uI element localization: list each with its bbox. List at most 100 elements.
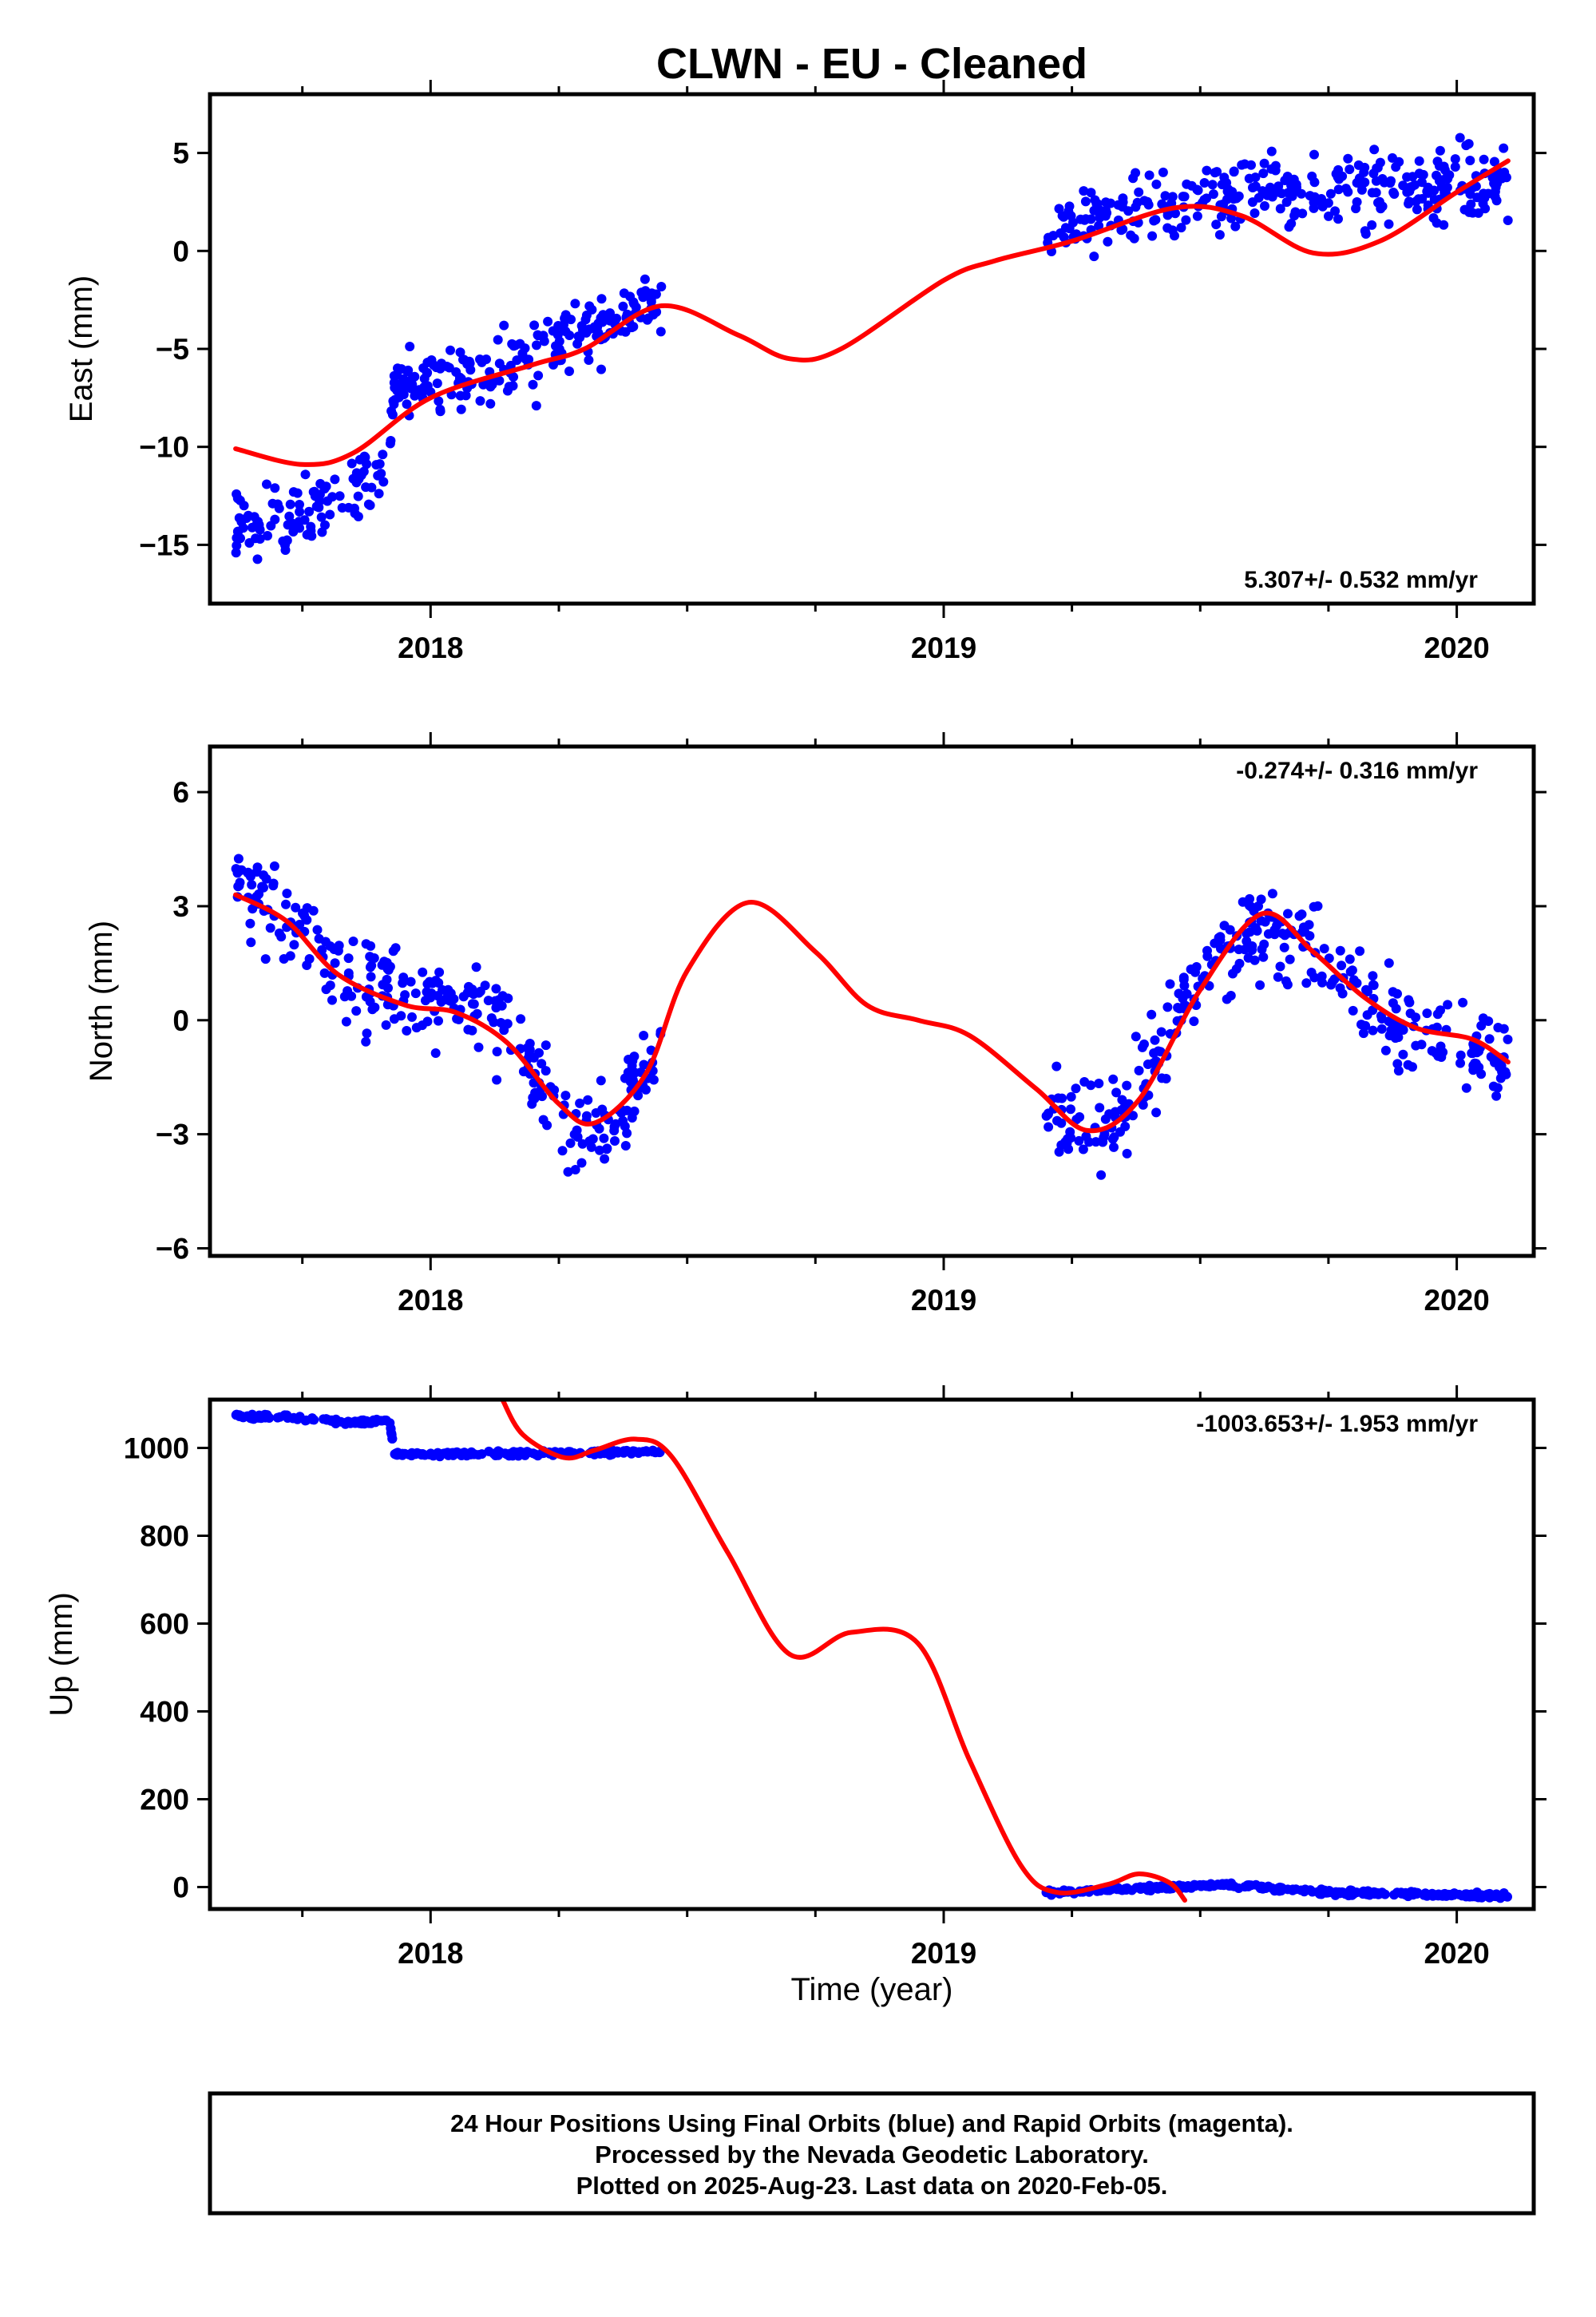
data-point: [1376, 1024, 1387, 1034]
data-point: [1147, 231, 1158, 241]
data-point: [1170, 208, 1180, 219]
data-point: [1149, 216, 1159, 226]
data-point: [548, 326, 558, 336]
data-point: [557, 1146, 568, 1156]
data-point: [411, 1023, 422, 1033]
x-tick-label: 2020: [1424, 632, 1489, 664]
data-point: [575, 1098, 585, 1108]
data-point: [246, 937, 256, 948]
data-point: [259, 882, 268, 893]
data-point: [587, 304, 597, 315]
up-panel: 2018 2019 2020 0 200 400 600 800 1000 Up (mm) -100…: [44, 1385, 1546, 1970]
data-point: [509, 372, 518, 382]
data-point: [422, 1016, 433, 1027]
data-point: [1411, 1012, 1421, 1023]
data-point: [281, 899, 291, 909]
data-point: [533, 370, 544, 381]
data-point: [1246, 901, 1256, 912]
data-point: [362, 1417, 373, 1428]
data-point: [1281, 197, 1292, 208]
data-point: [239, 501, 249, 511]
data-point: [366, 482, 377, 493]
data-point: [361, 1036, 371, 1047]
data-point: [1123, 206, 1134, 216]
data-point: [1084, 1137, 1094, 1147]
data-point: [272, 1412, 283, 1423]
data-point: [1222, 994, 1232, 1004]
data-point: [232, 526, 243, 537]
data-point: [232, 868, 243, 878]
data-point: [1428, 213, 1439, 223]
data-point: [241, 513, 251, 523]
data-point: [1189, 1016, 1199, 1027]
footer-line-3: Plotted on 2025-Aug-23. Last data on 202…: [576, 2172, 1168, 2200]
data-point: [581, 1111, 592, 1121]
data-point: [1309, 192, 1320, 202]
data-point: [1094, 1079, 1104, 1088]
data-point: [320, 520, 330, 530]
data-point: [467, 999, 477, 1009]
data-point: [274, 928, 284, 938]
data-point: [1458, 997, 1468, 1008]
data-point: [604, 1448, 615, 1458]
data-point: [541, 1040, 551, 1051]
data-point: [1074, 1135, 1084, 1146]
data-point: [1444, 170, 1455, 180]
data-point: [431, 362, 442, 373]
data-point: [1170, 231, 1179, 241]
data-point: [492, 1075, 502, 1085]
data-point: [1156, 1027, 1166, 1037]
data-point: [269, 861, 279, 871]
data-point: [425, 1449, 435, 1459]
data-point: [1422, 1008, 1432, 1019]
data-point: [289, 940, 299, 950]
data-point: [502, 1019, 513, 1029]
data-point: [418, 967, 428, 977]
data-point: [1131, 1032, 1141, 1042]
data-point: [298, 908, 307, 918]
data-point: [618, 301, 628, 311]
data-point: [314, 933, 324, 944]
y-tick-label: 3: [172, 890, 189, 923]
data-point: [430, 976, 441, 986]
data-point: [1330, 206, 1341, 216]
data-point: [422, 987, 432, 997]
data-point: [1393, 1066, 1404, 1076]
data-point: [1266, 146, 1277, 156]
data-point: [533, 331, 543, 341]
data-point: [503, 993, 513, 1004]
data-point: [1094, 220, 1104, 231]
data-point: [638, 292, 648, 303]
data-point: [1412, 204, 1422, 215]
data-point: [1384, 219, 1394, 229]
data-point: [1331, 1887, 1341, 1898]
footer-line-2: Processed by the Nevada Geodetic Laborat…: [595, 2141, 1149, 2168]
data-point: [1245, 893, 1255, 904]
data-point: [1178, 192, 1188, 202]
data-point: [469, 1449, 480, 1460]
data-point: [1384, 958, 1394, 968]
footer-line-1: 24 Hour Positions Using Final Orbits (bl…: [450, 2109, 1293, 2137]
y-tick-label: 800: [140, 1520, 189, 1553]
data-point: [1147, 1883, 1156, 1893]
data-point: [1181, 215, 1191, 225]
data-point: [252, 554, 263, 564]
data-point: [591, 1108, 601, 1118]
y-tick-label: 0: [172, 1004, 189, 1037]
data-point: [407, 1012, 417, 1022]
x-tick-label: 2020: [1424, 1284, 1489, 1317]
data-point: [1404, 199, 1414, 209]
data-point: [1131, 168, 1141, 178]
data-point: [1131, 202, 1141, 212]
data-point: [260, 954, 271, 964]
data-point: [1107, 1134, 1118, 1144]
data-point: [528, 379, 538, 390]
data-point: [1479, 188, 1489, 199]
data-point: [1210, 168, 1220, 178]
data-point: [1324, 211, 1333, 221]
data-point: [283, 520, 293, 530]
data-point: [1309, 149, 1319, 160]
data-point: [1492, 1083, 1503, 1093]
data-point: [1455, 133, 1465, 143]
